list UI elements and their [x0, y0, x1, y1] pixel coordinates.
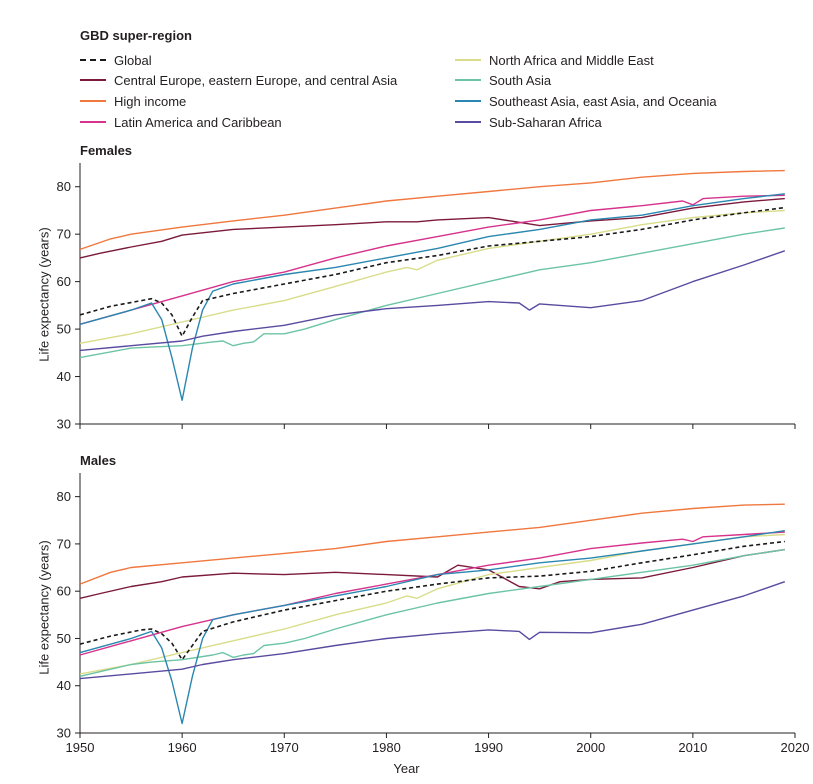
y-tick-label: 70	[57, 227, 71, 242]
series-line-sub-saharan-africa	[79, 581, 786, 680]
y-tick-label: 30	[57, 726, 71, 741]
x-tick-label: 1990	[474, 740, 503, 755]
x-tick-label: 2010	[678, 740, 707, 755]
legend-item: North Africa and Middle East	[455, 50, 654, 70]
y-tick-label: 60	[57, 274, 71, 289]
legend-label: North Africa and Middle East	[489, 52, 654, 68]
legend-label: Southeast Asia, east Asia, and Oceania	[489, 93, 717, 109]
y-tick-label: 40	[57, 678, 71, 693]
y-tick-label: 80	[57, 179, 71, 194]
legend-label: Latin America and Caribbean	[114, 114, 282, 130]
legend-item: South Asia	[455, 70, 551, 90]
x-tick-label: 1960	[168, 740, 197, 755]
females-panel-title: Females	[80, 143, 133, 158]
series-line-global	[79, 206, 785, 338]
legend-item: Global	[80, 50, 152, 70]
series-line-south-asia	[79, 548, 785, 677]
x-axis-label: Year	[393, 761, 420, 776]
x-tick-label: 1950	[66, 740, 95, 755]
series-line-global	[79, 540, 785, 661]
legend-item: Sub-Saharan Africa	[455, 112, 602, 132]
legend-title: GBD super-region	[80, 28, 192, 43]
series-line-central-europe-eastern-europe-and-central-asia	[79, 548, 785, 599]
legend-swatch	[80, 100, 106, 102]
legend-swatch	[455, 59, 481, 61]
x-tick-label: 2020	[781, 740, 810, 755]
legend-swatch	[80, 59, 106, 61]
legend-label: Central Europe, eastern Europe, and cent…	[114, 72, 398, 88]
legend-swatch	[455, 79, 481, 81]
series-line-high-income	[79, 503, 785, 585]
x-tick-label: 1980	[372, 740, 401, 755]
series-line-latin-america-and-caribbean	[79, 194, 785, 325]
y-tick-label: 30	[57, 417, 71, 432]
series-line-southeast-asia-east-asia-and-oceania	[79, 530, 785, 725]
legend-swatch	[455, 100, 481, 102]
legend-swatch	[80, 79, 106, 81]
y-tick-label: 70	[57, 536, 71, 551]
series-line-south-asia	[79, 227, 785, 359]
legend-item: High income	[80, 91, 186, 111]
series-line-southeast-asia-east-asia-and-oceania	[79, 193, 785, 401]
legend-label: High income	[114, 93, 187, 109]
y-tick-label: 50	[57, 631, 71, 646]
legend-item: Latin America and Caribbean	[80, 112, 282, 132]
y-tick-label: 60	[57, 584, 71, 599]
legend-item: Central Europe, eastern Europe, and cent…	[80, 70, 397, 90]
legend-label: Sub-Saharan Africa	[489, 114, 602, 130]
y-tick-label: 50	[57, 322, 71, 337]
series-line-sub-saharan-africa	[79, 250, 786, 352]
series-line-central-europe-eastern-europe-and-central-asia	[79, 197, 785, 259]
x-tick-label: 1970	[270, 740, 299, 755]
series-line-latin-america-and-caribbean	[79, 531, 785, 656]
legend-label: Global	[114, 52, 152, 68]
series-line-high-income	[79, 169, 785, 251]
y-tick-label: 40	[57, 369, 71, 384]
legend-label: South Asia	[489, 72, 552, 88]
series-line-north-africa-and-middle-east	[79, 209, 785, 344]
legend-item: Southeast Asia, east Asia, and Oceania	[455, 91, 717, 111]
y-tick-label: 80	[57, 489, 71, 504]
legend-swatch	[80, 121, 106, 123]
x-tick-label: 2000	[576, 740, 605, 755]
males-panel-title: Males	[80, 453, 117, 468]
legend-swatch	[455, 121, 481, 123]
